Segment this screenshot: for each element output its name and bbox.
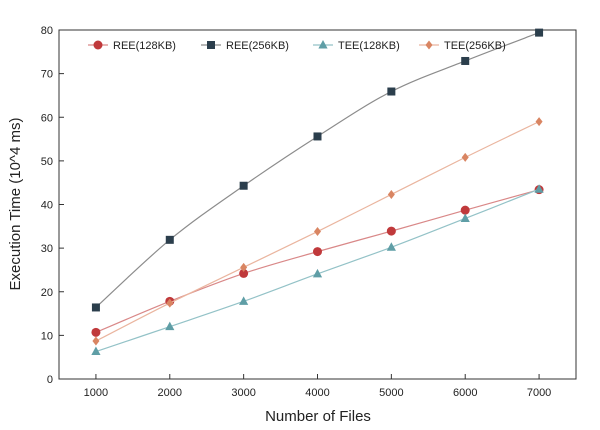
y-tick-label: 40 <box>41 200 53 212</box>
plot-frame <box>58 29 577 380</box>
legend: REE(128KB) REE(256KB) TEE(128KB) TEE(256KB) <box>88 40 506 52</box>
x-tick-label: 5000 <box>379 387 403 399</box>
y-axis-label: Execution Time (10^4 ms) <box>7 118 24 291</box>
data-point <box>91 346 101 356</box>
series-layer <box>91 28 544 356</box>
y-tick-label: 10 <box>41 330 53 342</box>
data-point <box>387 87 396 96</box>
y-tick-label: 80 <box>41 25 53 37</box>
data-point <box>312 268 323 278</box>
series-line <box>95 32 540 308</box>
series-line <box>95 189 540 333</box>
legend-label: TEE(128KB) <box>338 40 400 52</box>
legend-marker <box>93 40 103 50</box>
legend-label: REE(128KB) <box>113 40 176 52</box>
data-point <box>313 247 322 257</box>
data-point <box>91 327 101 337</box>
y-tick-label: 50 <box>41 156 53 168</box>
legend-marker <box>207 41 215 49</box>
legend-label: TEE(256KB) <box>444 40 506 52</box>
data-point <box>386 242 396 251</box>
data-point <box>460 213 470 222</box>
data-point <box>165 321 175 331</box>
x-tick-label: 6000 <box>453 387 477 399</box>
x-tick-label: 3000 <box>231 387 255 399</box>
legend-marker <box>318 40 328 49</box>
data-point <box>535 117 543 127</box>
x-tick-label: 4000 <box>305 387 329 399</box>
y-tick-label: 60 <box>41 112 53 124</box>
data-point <box>387 189 395 199</box>
y-tick-label: 0 <box>47 374 53 386</box>
data-point <box>461 56 470 65</box>
x-tick-label: 2000 <box>158 387 182 399</box>
data-point <box>239 268 249 278</box>
data-point <box>460 205 470 215</box>
data-point <box>166 298 174 308</box>
y-tick-label: 20 <box>41 287 53 299</box>
data-point <box>534 184 544 193</box>
x-tick-label: 7000 <box>527 387 551 399</box>
data-point <box>314 227 321 237</box>
data-point <box>91 303 100 312</box>
data-point <box>535 28 544 37</box>
series-tee-128kb <box>91 184 544 356</box>
series-ree-256kb <box>91 28 544 312</box>
data-point <box>386 226 396 236</box>
data-point <box>461 152 469 162</box>
data-point <box>165 235 174 244</box>
y-tick-label: 70 <box>41 69 53 81</box>
x-tick-label: 1000 <box>84 387 108 399</box>
data-point <box>240 262 248 272</box>
data-point <box>92 336 100 346</box>
series-tee-256kb <box>92 117 543 346</box>
legend-label: REE(256KB) <box>226 40 289 52</box>
data-point <box>239 181 248 190</box>
y-axis-ticks: 0 10 20 30 40 50 60 70 80 <box>41 25 64 386</box>
legend-marker <box>425 40 433 50</box>
data-point <box>239 296 249 305</box>
data-point <box>313 132 322 141</box>
series-ree-128kb <box>91 185 544 337</box>
x-axis-ticks: 1000 2000 3000 4000 5000 6000 7000 <box>84 374 551 399</box>
y-tick-label: 30 <box>41 243 53 255</box>
x-axis-label: Number of Files <box>265 408 371 425</box>
